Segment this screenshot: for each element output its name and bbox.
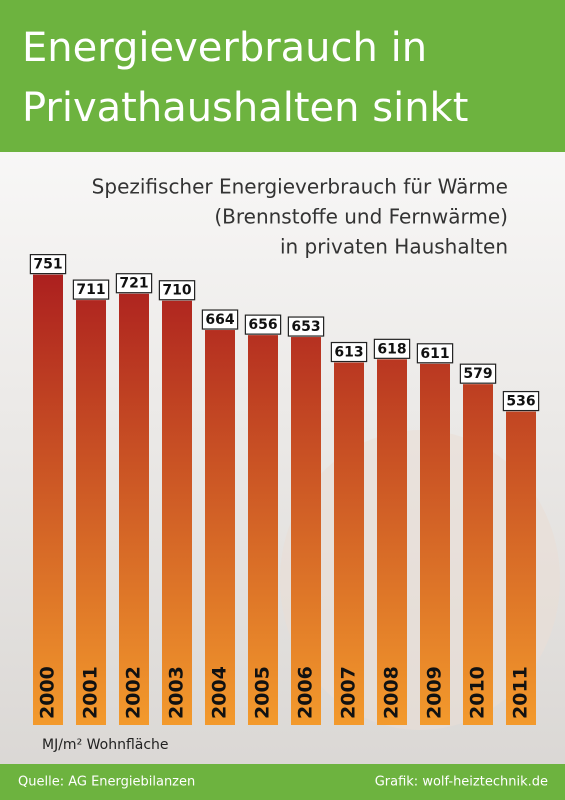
value-label: 664 (205, 312, 234, 328)
value-label-box (29, 254, 67, 275)
value-label: 710 (162, 283, 191, 299)
bar (33, 274, 63, 725)
value-label-box (201, 309, 239, 330)
value-label-box (416, 343, 454, 364)
x-tick-label: 2005 (252, 666, 274, 719)
bars: 751 2000 711 2001 721 2002 710 2003 664 2004 656 20… (29, 254, 540, 725)
value-label: 656 (248, 317, 277, 333)
value-label: 613 (334, 345, 363, 361)
footer (0, 764, 565, 800)
bar (334, 362, 364, 725)
value-label-box (502, 390, 540, 412)
bar (162, 300, 192, 725)
value-label: 653 (291, 319, 320, 335)
value-label-box (158, 280, 196, 301)
x-tick-label: 2000 (37, 666, 59, 719)
subtitle-line: Spezifischer Energieverbrauch für Wärme (92, 175, 508, 199)
source: Quelle: AG Energiebilanzen (18, 775, 195, 790)
x-tick-label: 2007 (338, 666, 360, 719)
title-line: Energieverbrauch in (22, 25, 427, 71)
x-tick-label: 2006 (295, 666, 317, 719)
x-tick-label: 2010 (467, 666, 489, 719)
x-tick-label: 2003 (166, 666, 188, 719)
value-label: 611 (420, 346, 449, 362)
bar (76, 300, 106, 725)
value-label: 579 (463, 366, 492, 382)
bar (291, 337, 321, 725)
bar (463, 384, 493, 725)
subtitle-line: in privaten Haushalten (280, 235, 508, 259)
value-label: 711 (76, 282, 105, 298)
x-tick-label: 2001 (80, 666, 102, 719)
x-tick-label: 2011 (510, 666, 532, 719)
bar (248, 335, 278, 725)
bar (377, 359, 407, 725)
x-tick-label: 2008 (381, 666, 403, 719)
header (0, 0, 565, 152)
value-label: 721 (119, 276, 148, 292)
unit-label: MJ/m² Wohnfläche (42, 737, 169, 753)
value-label-box (72, 279, 110, 300)
x-tick-label: 2009 (424, 666, 446, 719)
value-label-box (115, 273, 153, 294)
value-label-box (373, 338, 411, 359)
value-label: 536 (506, 394, 535, 410)
bar (205, 330, 235, 725)
value-label-box (287, 316, 325, 337)
bar (119, 293, 149, 725)
bar (506, 411, 536, 725)
x-tick-label: 2004 (209, 666, 231, 719)
credit: Grafik: wolf-heiztechnik.de (375, 775, 548, 790)
value-label-box (244, 314, 282, 335)
x-tick-label: 2002 (123, 666, 145, 719)
bar (420, 363, 450, 725)
subtitle-line: (Brennstoffe und Fernwärme) (214, 205, 508, 229)
title-line: Privathaushalten sinkt (22, 85, 468, 131)
value-label-box (459, 363, 497, 384)
value-label: 618 (377, 341, 406, 357)
value-label-box (330, 341, 368, 363)
value-label: 751 (33, 257, 62, 273)
